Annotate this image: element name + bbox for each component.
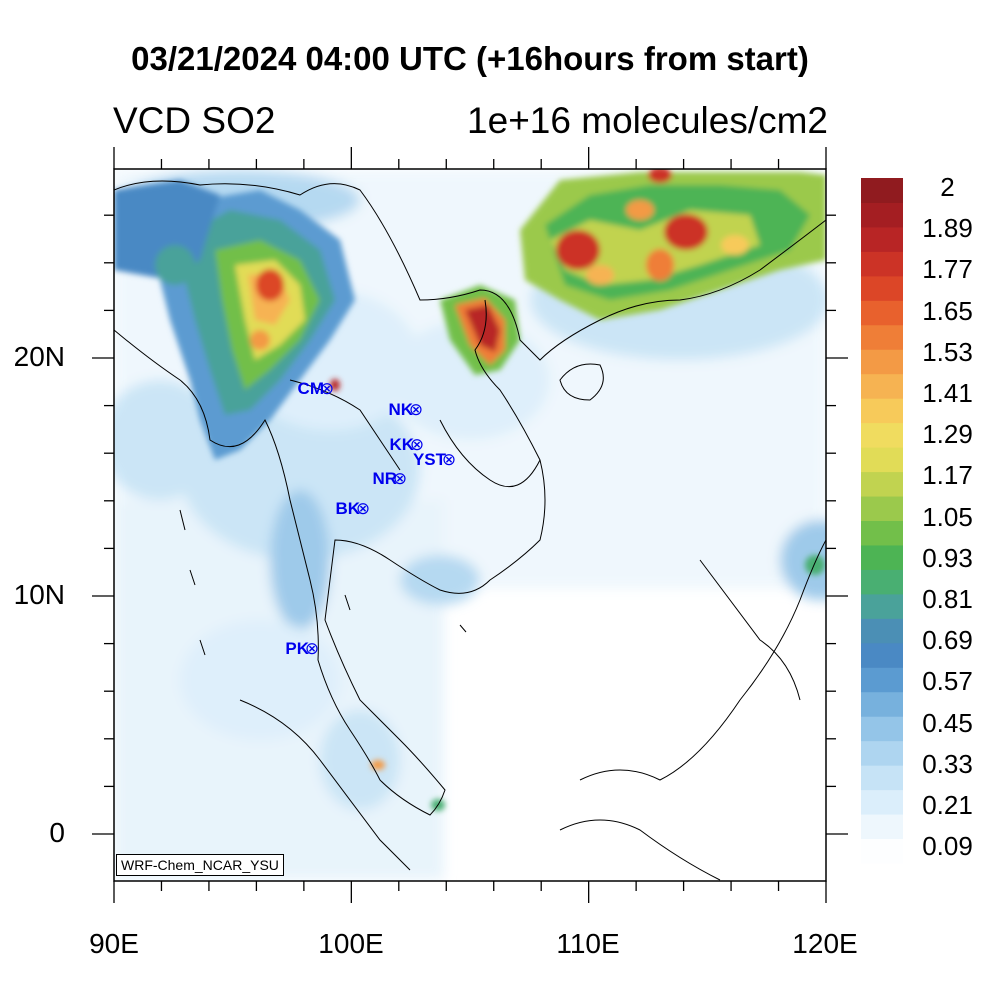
colorbar-swatch	[861, 520, 903, 546]
x-tick-90e: 90E	[89, 928, 139, 959]
colorbar-swatch	[861, 226, 903, 252]
colorbar	[861, 178, 903, 864]
colorbar-label: 0.09	[922, 831, 973, 862]
map-frame	[113, 168, 827, 882]
colorbar-swatch	[861, 642, 903, 668]
colorbar-swatch	[861, 251, 903, 277]
colorbar-swatch	[861, 569, 903, 595]
colorbar-swatch	[861, 618, 903, 644]
station-label-nr: NR	[372, 469, 397, 488]
colorbar-swatch	[861, 178, 903, 203]
station-label-nk: NK	[388, 400, 413, 419]
y-tick-20n: 20N	[13, 341, 65, 372]
model-credit: WRF-Chem_NCAR_YSU	[116, 854, 284, 876]
colorbar-swatch	[861, 716, 903, 742]
colorbar-swatch	[861, 324, 903, 350]
colorbar-label: 1.29	[922, 419, 973, 450]
colorbar-swatch	[861, 789, 903, 815]
colorbar-label: 1.17	[922, 460, 973, 491]
colorbar-label: 1.77	[922, 254, 973, 285]
station-marker-icon: ⊗	[393, 469, 407, 488]
x-tick-110e: 110E	[556, 928, 620, 959]
unit-label: 1e+16 molecules/cm2	[467, 100, 828, 141]
colorbar-label: 0.69	[922, 625, 973, 656]
y-tick-10n: 10N	[13, 579, 65, 610]
station-label-cm: CM	[298, 379, 324, 398]
colorbar-label: 2	[940, 172, 955, 202]
station-label-pk: PK	[285, 639, 309, 658]
station-label-yst: YST	[413, 450, 447, 469]
colorbar-swatch	[861, 593, 903, 619]
y-tick-0: 0	[49, 817, 65, 848]
map-title: 03/21/2024 04:00 UTC (+16hours from star…	[131, 40, 809, 77]
colorbar-label: 1.05	[922, 501, 973, 532]
station-label-kk: KK	[389, 435, 414, 454]
station-marker-icon: ⊗	[305, 639, 319, 658]
colorbar-swatch	[861, 373, 903, 399]
colorbar-swatch	[861, 447, 903, 473]
colorbar-label: 0.81	[922, 584, 973, 614]
so2-field	[114, 169, 826, 881]
colorbar-swatch	[861, 471, 903, 497]
colorbar-label: 1.89	[922, 213, 973, 244]
colorbar-swatch	[861, 740, 903, 766]
colorbar-swatch	[861, 814, 903, 840]
station-marker-icon: ⊗	[410, 435, 424, 454]
station-marker-icon: ⊗	[320, 379, 334, 398]
x-tick-100e: 100E	[318, 928, 384, 959]
station-marker-icon: ⊗	[442, 450, 456, 469]
colorbar-swatch	[861, 275, 903, 301]
colorbar-label: 0.45	[922, 707, 973, 738]
station-marker-icon: ⊗	[409, 400, 423, 419]
coastlines	[114, 180, 826, 881]
colorbar-swatch	[861, 765, 903, 791]
colorbar-swatch	[861, 544, 903, 570]
colorbar-swatch	[861, 300, 903, 326]
colorbar-label: 1.41	[922, 378, 973, 408]
colorbar-swatch	[861, 398, 903, 424]
colorbar-swatch	[861, 667, 903, 693]
colorbar-label: 0.57	[922, 666, 973, 697]
colorbar-label: 0.93	[922, 542, 973, 573]
colorbar-swatch	[861, 349, 903, 375]
variable-label: VCD SO2	[113, 100, 276, 141]
colorbar-label: 1.53	[922, 336, 973, 367]
station-markers: CM⊗NK⊗KK⊗YST⊗NR⊗BK⊗PK⊗	[285, 379, 456, 658]
x-tick-120e: 120E	[792, 928, 858, 959]
colorbar-swatch	[861, 422, 903, 448]
colorbar-swatch	[861, 496, 903, 521]
station-label-bk: BK	[335, 499, 360, 518]
colorbar-swatch	[861, 202, 903, 228]
colorbar-label: 0.33	[922, 748, 973, 779]
colorbar-label: 0.21	[922, 790, 973, 820]
colorbar-label: 1.65	[922, 295, 973, 326]
colorbar-swatch	[861, 838, 903, 864]
station-marker-icon: ⊗	[356, 499, 370, 518]
colorbar-swatch	[861, 691, 903, 717]
